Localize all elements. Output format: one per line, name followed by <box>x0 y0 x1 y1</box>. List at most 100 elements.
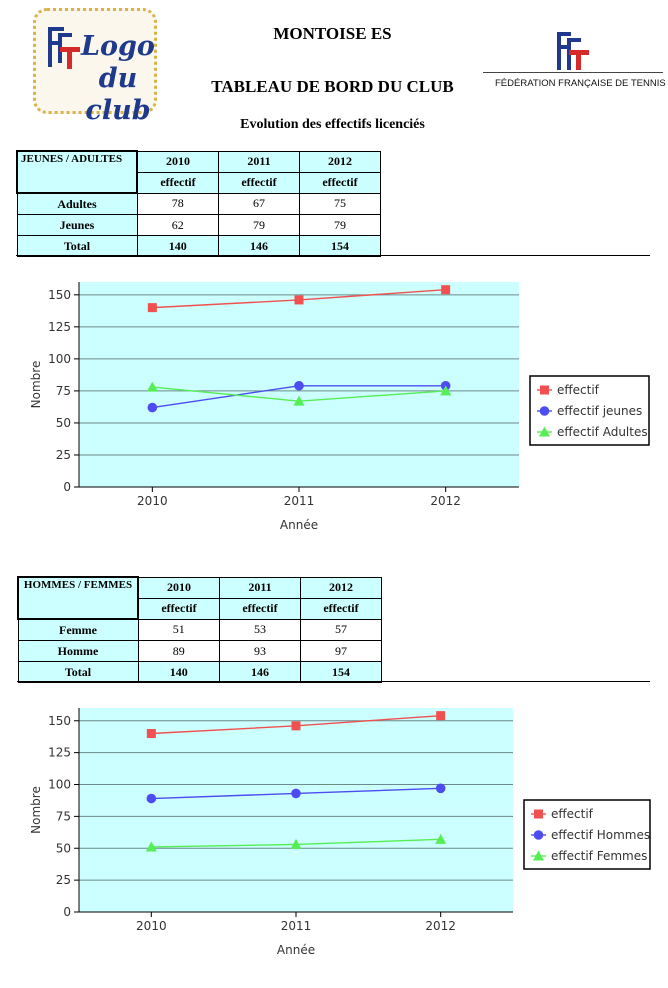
cell: 146 <box>219 661 301 683</box>
cell: 97 <box>300 640 382 662</box>
data-point <box>294 295 304 305</box>
club-logo: Logo du club <box>33 8 157 126</box>
fft-mark-icon <box>48 27 80 69</box>
legend-marker <box>540 385 549 395</box>
data-point <box>147 303 157 313</box>
data-point <box>146 729 156 738</box>
sublabel: effectif <box>218 171 300 194</box>
cell: 79 <box>218 214 300 236</box>
data-point <box>145 841 157 852</box>
data-point <box>435 833 447 844</box>
table-divider <box>17 681 650 682</box>
legend-marker <box>539 406 550 416</box>
x-tick-label: 2011 <box>284 494 315 508</box>
table-corner: HOMMES / FEMMES <box>17 576 139 620</box>
y-tick-label: 50 <box>56 416 71 430</box>
x-axis-label: Année <box>280 518 318 532</box>
y-tick-label: 100 <box>48 778 71 792</box>
year-header: 2011 <box>218 150 300 173</box>
fft-logo-icon <box>557 32 589 70</box>
cell: 51 <box>137 618 220 641</box>
data-point <box>294 380 304 391</box>
fft-logo: FÉDÉRATION FRANÇAISE DE TENNIS <box>483 28 666 92</box>
year-header: 2010 <box>136 150 219 173</box>
table-corner: JEUNES / ADULTES <box>16 150 138 194</box>
chart-hommes-femmes: 0 25 50 75 100 125 150 2010 2011 2012 Année Nombre e… <box>29 708 651 957</box>
y-tick-label: 125 <box>48 320 71 334</box>
fft-logo-divider <box>483 72 663 73</box>
cell: 140 <box>136 235 219 257</box>
year-header: 2012 <box>300 576 382 599</box>
legend-marker <box>533 830 544 840</box>
y-tick-label: 100 <box>48 352 71 366</box>
cell: 140 <box>137 661 220 683</box>
data-point <box>435 783 446 794</box>
legend-entry: effectif jeunes <box>557 404 642 418</box>
table-hommes-femmes: HOMMES / FEMMES 2010 2011 2012 effectif … <box>17 576 382 683</box>
legend-marker <box>533 850 544 861</box>
y-tick-label: 125 <box>48 746 71 760</box>
row-label: Homme <box>17 640 139 662</box>
fft-name: FÉDÉRATION FRANÇAISE DE TENNIS <box>495 78 666 89</box>
table-row: Jeunes 62 79 79 <box>16 214 381 236</box>
sublabel: effectif <box>137 597 220 620</box>
cell: 67 <box>218 192 300 215</box>
x-tick-label: 2012 <box>430 494 461 508</box>
x-tick-label: 2011 <box>281 919 312 933</box>
dashboard-title: TABLEAU DE BORD DU CLUB <box>211 77 454 96</box>
y-tick-label: 75 <box>56 809 71 823</box>
y-tick-label: 150 <box>48 714 71 728</box>
y-axis-label: Nombre <box>29 361 43 409</box>
y-axis-label: Nombre <box>29 786 43 834</box>
data-point <box>291 721 301 731</box>
y-tick-label: 150 <box>48 288 71 302</box>
data-point <box>293 395 305 406</box>
legend-entry: effectif Adultes <box>557 425 648 439</box>
section-subtitle: Evolution des effectifs licenciés <box>240 117 425 132</box>
club-logo-text: Logo du club <box>81 31 155 126</box>
table-divider <box>16 255 650 256</box>
table-row: Femme 51 53 57 <box>17 618 382 641</box>
row-label: Femme <box>17 618 139 641</box>
year-header: 2010 <box>137 576 220 599</box>
plot-area <box>79 708 513 912</box>
sublabel: effectif <box>300 597 382 620</box>
year-header: 2012 <box>299 150 381 173</box>
chart-jeunes-adultes: 0 25 50 75 100 125 150 2010 2011 2012 Année Nombre e… <box>29 282 650 532</box>
cell: 75 <box>299 192 381 215</box>
table-row: Homme 89 93 97 <box>17 640 382 662</box>
legend: effectif effectif Hommes effectif Femmes <box>523 799 651 870</box>
cell: 62 <box>136 214 219 236</box>
sublabel: effectif <box>219 597 301 620</box>
data-point <box>291 788 301 799</box>
cell: 154 <box>299 235 381 257</box>
cell: 146 <box>218 235 300 257</box>
y-tick-label: 25 <box>56 448 71 462</box>
sublabel: effectif <box>299 171 381 194</box>
cell: 53 <box>219 618 301 641</box>
row-label: Jeunes <box>16 214 138 236</box>
x-tick-label: 2012 <box>425 919 456 933</box>
legend-marker <box>539 426 550 437</box>
cell: 57 <box>300 618 382 641</box>
legend-entry: effectif Femmes <box>551 849 647 863</box>
cell: 154 <box>300 661 382 683</box>
x-axis-label: Année <box>277 943 315 957</box>
y-tick-label: 0 <box>63 480 71 494</box>
data-point <box>290 838 302 849</box>
data-point <box>146 381 158 392</box>
cell: 93 <box>219 640 301 662</box>
cell: 78 <box>136 192 219 215</box>
table-row: Total 140 146 154 <box>16 235 381 257</box>
cell: 89 <box>137 640 220 662</box>
x-tick-label: 2010 <box>137 494 168 508</box>
table-row: Adultes 78 67 75 <box>16 192 381 215</box>
legend-entry: effectif Hommes <box>551 828 650 842</box>
legend-entry: effectif <box>557 383 600 397</box>
y-tick-label: 25 <box>56 873 71 887</box>
legend: effectif effectif jeunes effectif Adultes <box>529 375 650 446</box>
data-point <box>441 285 451 295</box>
y-tick-label: 75 <box>56 384 71 398</box>
sublabel: effectif <box>136 171 219 194</box>
data-point <box>440 385 452 396</box>
